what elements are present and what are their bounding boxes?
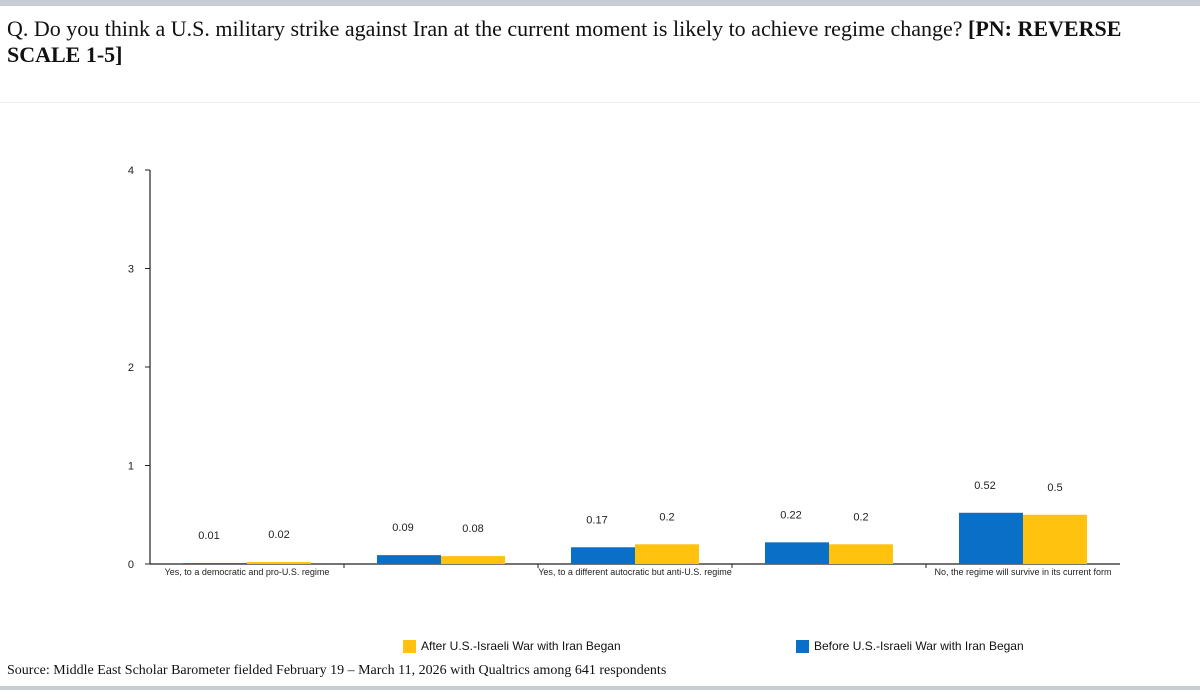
legend-item-after: After U.S.-Israeli War with Iran Began	[403, 639, 621, 653]
data-label: 0.17	[586, 514, 607, 526]
y-tick-label: 0	[128, 559, 134, 571]
bar-before	[765, 542, 829, 564]
bottom-border	[0, 686, 1200, 690]
x-tick-label: Yes, to a different autocratic but anti-…	[538, 567, 732, 577]
y-tick-label: 2	[128, 362, 134, 374]
bar-after	[1023, 514, 1087, 564]
data-label: 0.09	[392, 522, 413, 534]
legend-swatch-after	[403, 639, 416, 653]
question-text: Q. Do you think a U.S. military strike a…	[7, 16, 968, 41]
y-tick-label: 4	[128, 165, 134, 177]
legend-label-after: After U.S.-Israeli War with Iran Began	[421, 639, 621, 653]
bar-after	[829, 544, 893, 564]
data-label: 0.52	[974, 480, 995, 492]
data-label: 0.22	[780, 509, 801, 521]
legend-swatch-before	[796, 639, 809, 653]
y-tick-label: 1	[128, 461, 134, 473]
data-label: 0.5	[1047, 482, 1062, 494]
bar-before	[959, 512, 1023, 564]
question-title: Q. Do you think a U.S. military strike a…	[7, 16, 1187, 68]
source-note: Source: Middle East Scholar Barometer fi…	[7, 663, 667, 678]
data-label: 0.2	[659, 511, 674, 523]
bar-after	[247, 562, 311, 564]
legend-item-before: Before U.S.-Israeli War with Iran Began	[796, 639, 1024, 653]
top-border	[0, 0, 1200, 6]
bar-after	[441, 556, 505, 564]
bar-before	[571, 547, 635, 564]
x-tick-label: Yes, to a democratic and pro-U.S. regime	[165, 567, 330, 577]
y-tick-label: 3	[128, 264, 134, 276]
x-tick-label: No, the regime will survive in its curre…	[934, 567, 1111, 577]
data-label: 0.01	[198, 530, 219, 542]
data-label: 0.02	[268, 529, 289, 541]
data-label: 0.2	[853, 511, 868, 523]
bar-after	[635, 544, 699, 564]
data-label: 0.08	[462, 523, 483, 535]
question-note: [PN: REVERSE SCALE 1-5]	[7, 16, 1122, 67]
bar-before	[183, 563, 247, 564]
bar-before	[377, 555, 441, 564]
legend-label-before: Before U.S.-Israeli War with Iran Began	[814, 639, 1024, 653]
divider	[0, 102, 1200, 103]
